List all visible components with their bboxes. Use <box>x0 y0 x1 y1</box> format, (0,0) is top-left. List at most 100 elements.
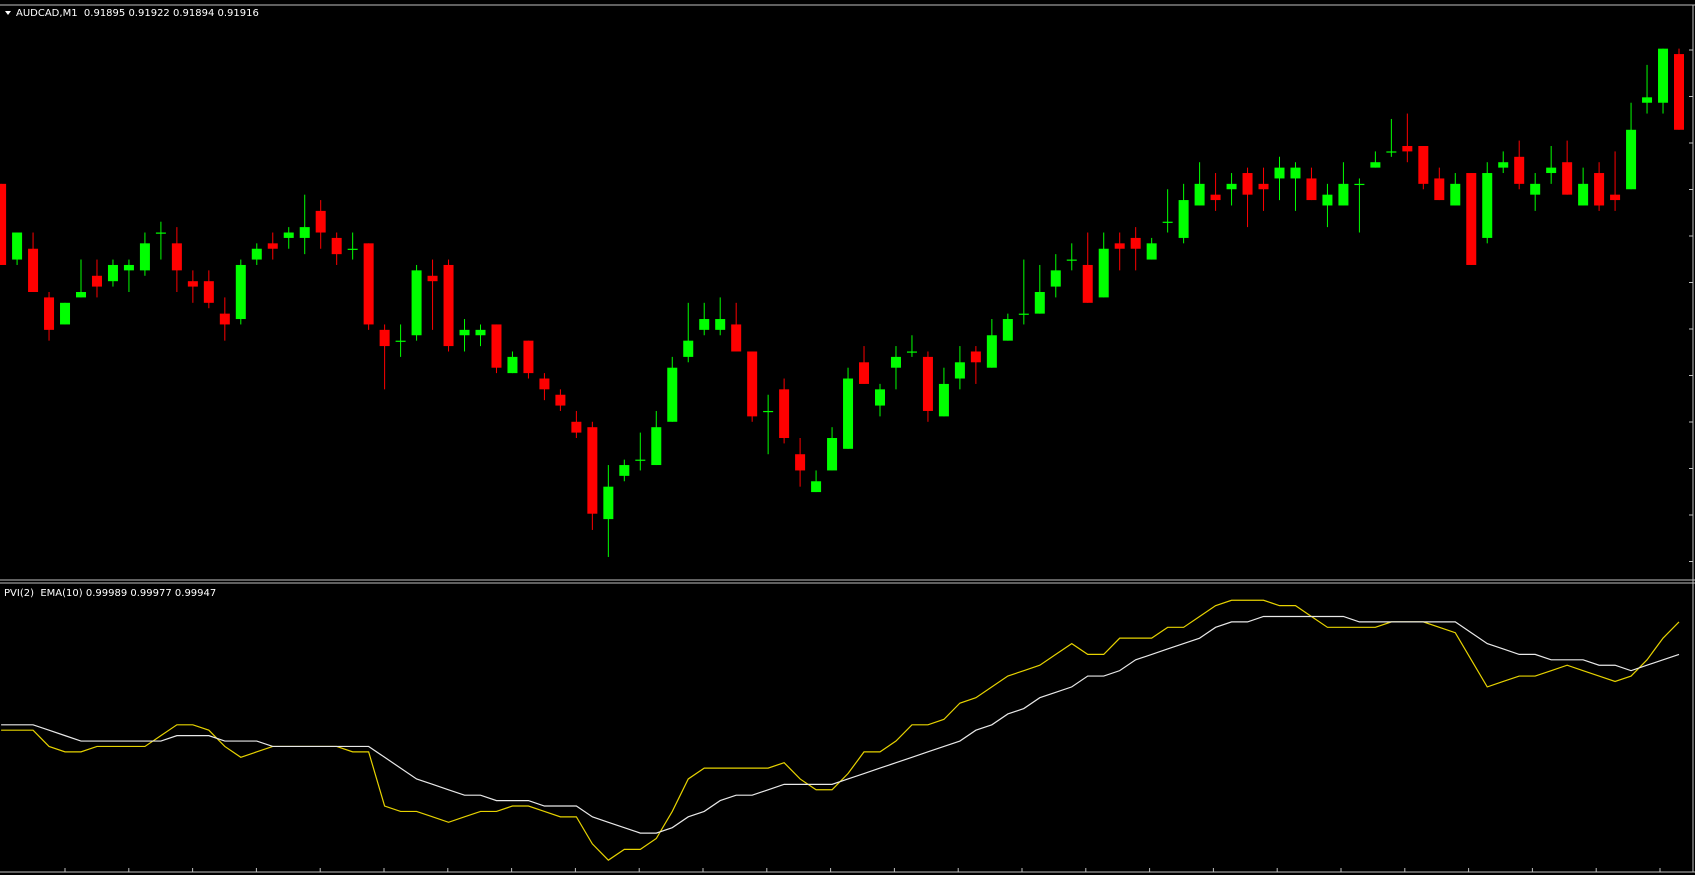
candle-body <box>1146 243 1157 260</box>
candle-body <box>603 486 614 520</box>
candle-body <box>331 237 342 255</box>
indicator-title: PVI(2) EMA(10) 0.99989 0.99977 0.99947 <box>4 588 216 599</box>
candle-body <box>938 383 949 417</box>
candle-body <box>1322 194 1333 206</box>
candle-body <box>443 264 454 347</box>
candle-body <box>1418 145 1429 184</box>
candle-body <box>1290 167 1301 179</box>
candle-body <box>459 329 470 336</box>
candle-body <box>1114 243 1125 249</box>
candle-body <box>715 319 726 330</box>
candle-body <box>859 362 870 384</box>
candle-body <box>667 367 678 422</box>
candle-body <box>1258 183 1269 190</box>
candle-body <box>1226 183 1237 190</box>
candle-body <box>1626 129 1637 190</box>
candle-body <box>970 351 981 363</box>
candle-body <box>203 281 214 303</box>
candle-body <box>1434 178 1445 201</box>
candle-body <box>251 248 262 260</box>
candle-body <box>1402 145 1413 152</box>
candle-body <box>763 410 774 413</box>
candle-body <box>1482 173 1493 238</box>
chart-title: AUDCAD,M1 0.91895 0.91922 0.91894 0.9191… <box>16 8 259 19</box>
candle-body <box>395 340 406 342</box>
candle-body <box>1162 221 1173 223</box>
candle-body <box>1050 270 1061 287</box>
candle-body <box>28 248 39 292</box>
candle-body <box>1178 200 1189 238</box>
candle-body <box>1082 264 1093 303</box>
candle-body <box>731 324 742 352</box>
candle-body <box>1210 194 1221 201</box>
candle-body <box>1338 183 1349 206</box>
candle-body <box>827 438 838 471</box>
candle-body <box>1642 97 1653 103</box>
candle-body <box>123 264 134 271</box>
candle-body <box>1066 259 1077 261</box>
candle-body <box>1242 173 1253 195</box>
candle-body <box>922 356 933 411</box>
candle-body <box>875 389 885 406</box>
candle-body <box>843 378 854 449</box>
candle-body <box>44 297 55 330</box>
candle-body <box>635 459 646 461</box>
candle-body <box>747 351 758 417</box>
candle-body <box>347 248 358 250</box>
candle-body <box>1546 167 1557 174</box>
candle-body <box>906 351 917 353</box>
candle-body <box>219 313 230 325</box>
candle-body <box>571 421 582 433</box>
candle-body <box>1466 173 1477 265</box>
candle-body <box>283 232 294 238</box>
candle-body <box>0 183 7 265</box>
candle-body <box>1130 237 1141 249</box>
candle-body <box>619 465 630 476</box>
candle-body <box>1530 183 1541 195</box>
candle-body <box>60 302 71 325</box>
candle-body <box>795 454 806 471</box>
candle-body <box>555 394 566 406</box>
candle-body <box>1018 313 1029 315</box>
candle-body <box>1610 194 1621 201</box>
candle-body <box>1674 54 1684 130</box>
candle-body <box>683 340 694 357</box>
candle-body <box>1354 183 1365 186</box>
candle-body <box>651 427 662 466</box>
candle-body <box>299 227 310 238</box>
candle-body <box>779 389 790 439</box>
menu-triangle[interactable] <box>5 11 11 15</box>
candle-body <box>1578 183 1589 206</box>
candle-body <box>187 281 198 287</box>
candle-body <box>1498 162 1509 168</box>
candle-body <box>379 329 390 347</box>
candle-body <box>539 378 550 390</box>
candle-body <box>427 275 438 282</box>
candle-body <box>91 275 102 287</box>
candle-body <box>587 427 598 514</box>
candle-body <box>986 335 997 368</box>
candle-body <box>699 319 710 330</box>
candle-body <box>1658 48 1669 103</box>
candle-body <box>1514 156 1525 184</box>
candle-body <box>1370 162 1381 168</box>
candle-body <box>1002 319 1013 341</box>
candle-body <box>475 329 486 336</box>
candle-body <box>491 324 502 368</box>
candle-body <box>1034 292 1045 314</box>
candle-body <box>315 210 326 233</box>
candle-body <box>1386 151 1397 153</box>
candle-body <box>1450 183 1461 206</box>
candle-body <box>411 270 422 336</box>
candle-body <box>267 243 278 249</box>
candle-body <box>139 243 150 271</box>
candle-body <box>235 264 246 320</box>
candle-body <box>155 232 166 234</box>
candle-body <box>1274 167 1285 179</box>
candle-body <box>811 481 822 493</box>
candle-body <box>1562 162 1573 195</box>
candle-body <box>12 232 23 260</box>
candle-body <box>890 356 901 368</box>
candle-body <box>76 292 86 298</box>
